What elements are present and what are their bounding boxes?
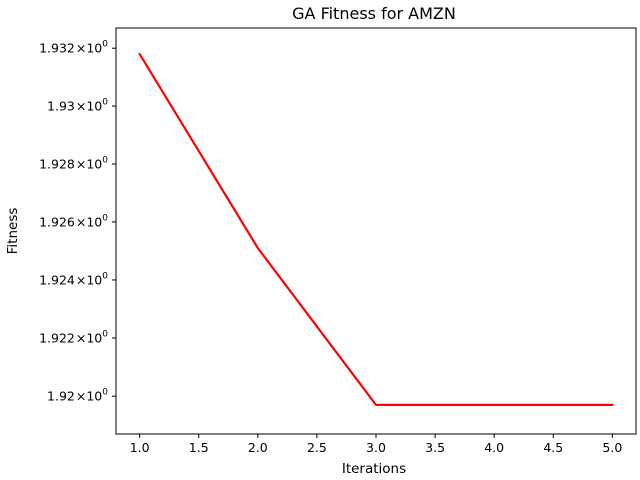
x-tick-label: 5.0	[602, 440, 622, 455]
y-tick-label: 1.928×100	[39, 155, 108, 171]
x-tick-label: 2.5	[307, 440, 327, 455]
x-axis-ticks: 1.0 1.5 2.0 2.5 3.0 3.5 4.0 4.5 5.0	[130, 434, 622, 455]
y-tick-label: 1.926×100	[39, 213, 108, 229]
plot-area-frame	[115, 27, 637, 435]
x-tick-label: 1.0	[130, 440, 150, 455]
plot-series	[138, 52, 614, 406]
x-tick-label: 2.0	[248, 440, 268, 455]
chart-title: GA Fitness for AMZN	[292, 4, 456, 23]
y-tick-label: 1.922×100	[39, 330, 108, 346]
x-tick-label: 4.5	[543, 440, 563, 455]
x-tick-label: 3.0	[366, 440, 386, 455]
y-axis-label: Fitness	[5, 208, 21, 255]
x-tick-label: 4.0	[484, 440, 504, 455]
y-tick-label: 1.93×100	[47, 98, 108, 114]
y-tick-label: 1.92×100	[47, 388, 108, 404]
y-tick-label: 1.932×100	[39, 40, 108, 56]
y-axis-ticks: 1.932×100 1.93×100 1.928×100 1.926×100 1.924…	[39, 40, 116, 404]
x-tick-label: 1.5	[189, 440, 209, 455]
series-line	[138, 52, 614, 406]
y-tick-label: 1.924×100	[39, 271, 108, 287]
x-axis-label: Iterations	[342, 461, 406, 477]
x-tick-label: 3.5	[425, 440, 445, 455]
